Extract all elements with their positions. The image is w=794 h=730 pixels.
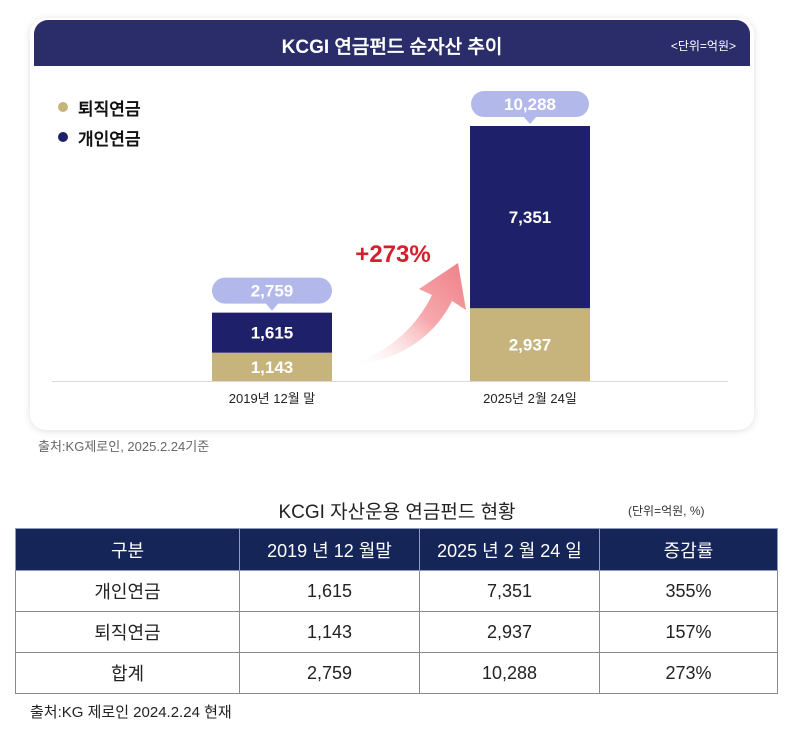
legend-label-personal: 개인연금 [78,129,141,149]
bar-segment-retirement [212,352,332,381]
table-title: KCGI 자산운용 연금펀드 현황 [278,502,516,523]
total-bubble [212,277,332,304]
table-cell: 355% [599,570,778,612]
table-cell: 2,759 [239,652,420,694]
chart-title: KCGI 연금펀드 순자산 추이 [281,37,503,58]
table-cell: 개인연금 [15,570,240,612]
chart-unit-label: <단위=억원> [670,39,736,53]
total-bubble-pointer [523,116,537,124]
header-category: 구분 [15,528,240,571]
table-cell: 2,937 [419,611,600,653]
table-cell: 합계 [15,652,240,694]
table-cell: 157% [599,611,778,653]
table-cell: 1,143 [239,611,420,653]
bar-value-label: 1,143 [251,358,294,377]
table-cell: 7,351 [419,570,600,612]
chart-card: KCGI 연금펀드 순자산 추이 <단위=억원> 퇴직연금 개인연금 [30,18,754,430]
table-source: 출처:KG 제로인 2024.2.24 현재 [30,704,232,721]
legend-dot-retirement [58,102,68,112]
header-growth: 증감률 [599,528,778,571]
chart-header: KCGI 연금펀드 순자산 추이 <단위=억원> [34,20,750,66]
stacked-bar-chart: +273% 1,143 1,615 2,759 2019년 12월 말 2,937 7,3… [52,91,728,406]
table-header-row: 구분 2019 년 12 월말 2025 년 2 월 24 일 증감률 [15,528,778,571]
header-2025: 2025 년 2 월 24 일 [419,528,600,571]
bar-segment-retirement [470,308,590,381]
growth-label: +273% [355,241,430,268]
bar-segment-personal [212,312,332,353]
growth-arrow [355,263,466,366]
table-cell: 273% [599,652,778,694]
total-bubble-pointer [265,302,279,311]
table-row: 퇴직연금 1,143 2,937 157% [15,611,778,653]
table-row: 합계 2,759 10,288 273% [15,652,778,694]
legend-dot-personal [58,132,68,142]
pension-fund-table: 구분 2019 년 12 월말 2025 년 2 월 24 일 증감률 개인연금… [15,528,778,694]
legend-label-retirement: 퇴직연금 [78,99,141,119]
total-value-label: 2,759 [251,282,294,301]
legend-item-retirement: 퇴직연금 [58,92,141,122]
total-bubble [471,91,589,117]
legend-item-personal: 개인연금 [58,122,141,152]
table-cell: 퇴직연금 [15,611,240,653]
chart-source: 출처:KG제로인, 2025.2.24기준 [38,439,210,454]
bar-segment-personal [470,126,590,309]
x-tick-label: 2019년 12월 말 [229,391,316,406]
bar-value-label: 1,615 [251,324,294,343]
x-tick-label: 2025년 2월 24일 [483,391,577,406]
table-cell: 1,615 [239,570,420,612]
table-unit-label: (단위=억원, %) [628,504,705,518]
table-row: 개인연금 1,615 7,351 355% [15,570,778,612]
table-cell: 10,288 [419,652,600,694]
chart-legend: 퇴직연금 개인연금 [58,92,141,152]
bar-value-label: 2,937 [509,336,552,355]
total-value-label: 10,288 [504,95,556,114]
header-2019: 2019 년 12 월말 [239,528,420,571]
bar-value-label: 7,351 [509,208,552,227]
